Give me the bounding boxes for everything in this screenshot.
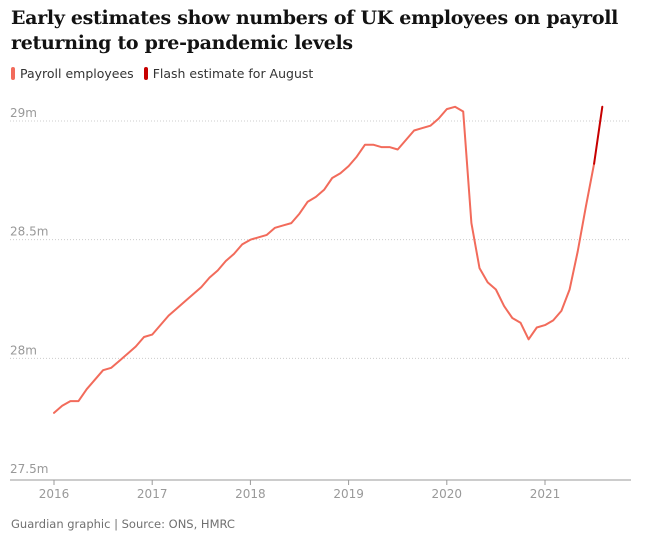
- source-footer: Guardian graphic | Source: ONS, HMRC: [11, 517, 235, 531]
- y-tick-label: 28.5m: [10, 225, 48, 239]
- y-tick-label: 28m: [10, 343, 37, 357]
- legend-item-flash-estimate: Flash estimate for August: [143, 66, 314, 81]
- legend-label-payroll-employees: Payroll employees: [20, 66, 134, 81]
- x-tick-label: 2019: [333, 487, 364, 501]
- y-tick-label: 27.5m: [10, 462, 48, 476]
- chart-title: Early estimates show numbers of UK emplo…: [11, 7, 619, 54]
- x-tick-label: 2018: [235, 487, 266, 501]
- legend-item-payroll-employees: Payroll employees: [11, 66, 134, 81]
- legend-swatch-flash-estimate: [143, 67, 148, 80]
- x-tick-label: 2016: [39, 487, 70, 501]
- x-tick-label: 2017: [137, 487, 168, 501]
- x-tick-label: 2020: [432, 487, 463, 501]
- legend-swatch-payroll-employees: [11, 67, 15, 80]
- x-tick-label: 2021: [530, 487, 561, 501]
- series-line-flash-estimate: [593, 105, 604, 165]
- series-line-payroll-employees: [53, 105, 596, 414]
- y-tick-label: 29m: [10, 106, 37, 120]
- legend-label-flash-estimate: Flash estimate for August: [152, 66, 314, 81]
- legend: Payroll employees Flash estimate for Aug…: [11, 66, 323, 81]
- line-chart: 29m 28.5m 28m 27.5m 2016 2017 2018 2019 2020 2021: [10, 105, 631, 501]
